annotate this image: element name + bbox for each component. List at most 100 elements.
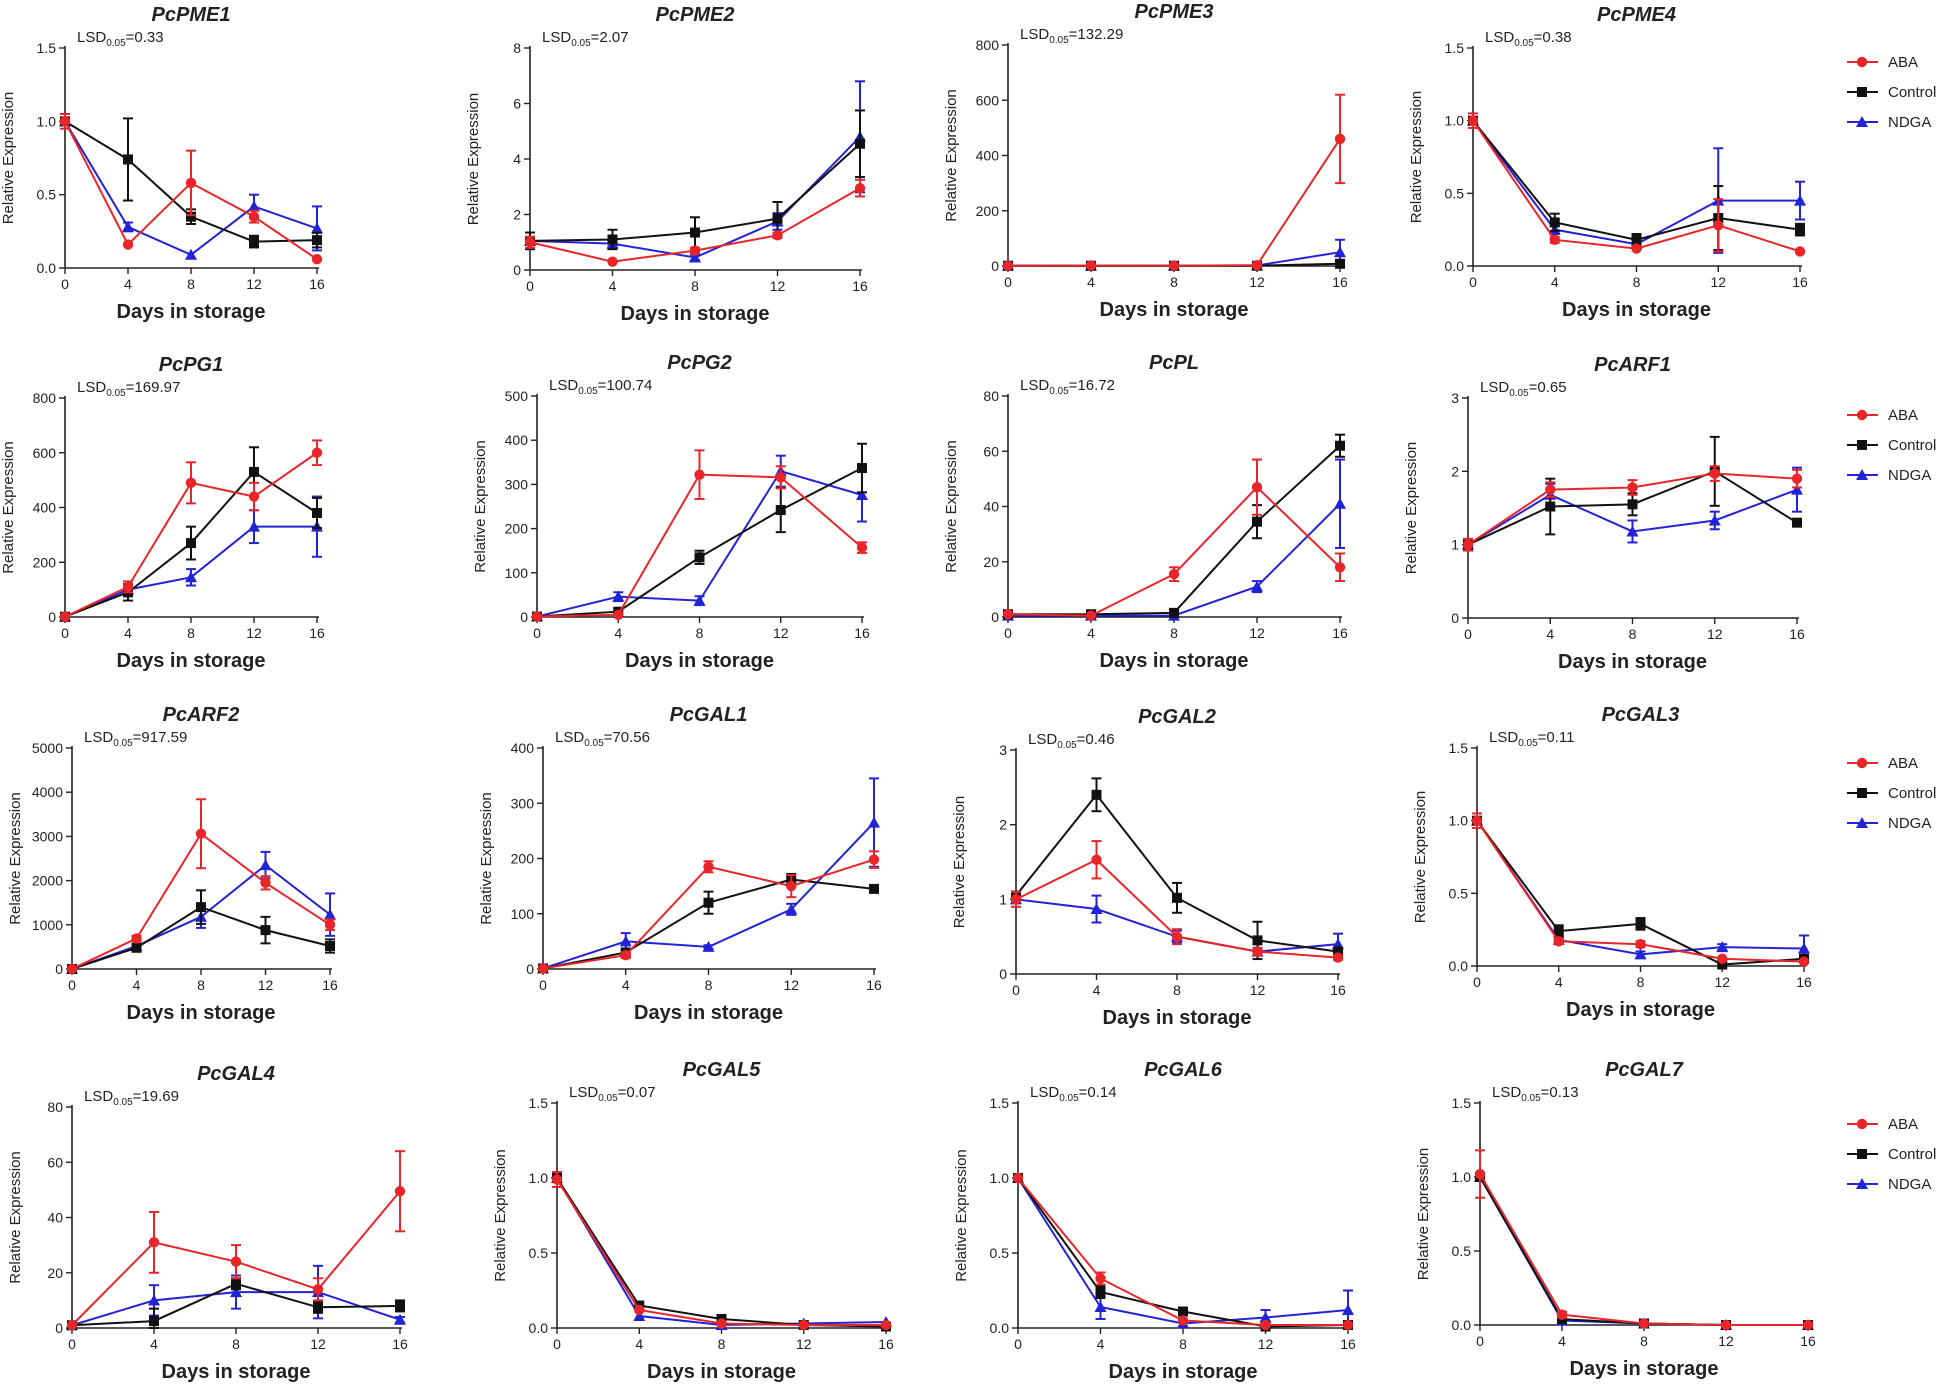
y-tick-label: 1.0 [1449, 813, 1469, 829]
panel-title: PcGAL1 [670, 704, 748, 726]
lsd-value: =132.29 [1069, 26, 1124, 43]
series-ABA [1012, 1172, 1354, 1331]
y-tick-label: 800 [976, 37, 1000, 53]
x-tick-label: 0 [533, 625, 541, 641]
data-point [1091, 854, 1102, 865]
y-tick-label: 200 [33, 554, 57, 570]
panel-PcPME2: PcPME2 LSD0.05=2.07 0 2 4 6 8 0 4 8 12 16 Days in st… [465, 4, 868, 325]
data-point [122, 220, 134, 232]
x-tick-label: 16 [866, 977, 882, 993]
lsd-value: =70.56 [604, 729, 650, 746]
x-tick-label: 4 [614, 625, 622, 641]
lsd-subscript: 0.05 [584, 738, 604, 749]
lsd-annotation: LSD0.05=0.14 [1030, 1084, 1117, 1104]
y-tick-label: 3 [999, 742, 1007, 758]
lsd-prefix: LSD [77, 379, 106, 396]
data-point [1334, 246, 1346, 258]
data-point [1002, 260, 1014, 271]
series-line [1008, 444, 1341, 616]
data-point [1553, 936, 1564, 947]
lsd-prefix: LSD [1020, 377, 1049, 394]
x-tick-label: 8 [705, 977, 713, 993]
x-axis-label: Days in storage [127, 1002, 276, 1024]
y-tick-label: 1.5 [1452, 1095, 1472, 1111]
data-point [689, 245, 701, 256]
lsd-prefix: LSD [77, 29, 106, 46]
series-ABA [1002, 93, 1346, 271]
data-point [1471, 815, 1483, 826]
x-tick-label: 16 [309, 276, 325, 292]
x-axis-label: Days in storage [1100, 299, 1249, 321]
legend-marker [1856, 116, 1868, 127]
x-tick-label: 12 [770, 278, 786, 294]
panel-PcPG2: PcPG2 LSD0.05=100.74 0 100 200 300 400 500 0 4 8 12… [472, 352, 870, 672]
data-point [1720, 1319, 1732, 1331]
x-tick-label: 12 [783, 977, 799, 993]
lsd-subscript: 0.05 [578, 386, 598, 397]
x-tick-label: 0 [553, 1336, 561, 1352]
x-tick-label: 16 [309, 625, 325, 641]
x-axis-label: Days in storage [1100, 650, 1249, 672]
data-point [59, 116, 71, 127]
series-Control [538, 872, 879, 974]
lsd-subscript: 0.05 [1049, 35, 1069, 46]
y-axis-label: Relative Expression [0, 92, 17, 225]
lsd-subscript: 0.05 [1514, 38, 1534, 49]
data-point [531, 611, 543, 622]
data-point [1638, 1318, 1650, 1329]
x-tick-label: 12 [1710, 274, 1726, 290]
x-tick-label: 4 [1087, 625, 1095, 641]
series-ABA [1467, 112, 1806, 257]
x-tick-label: 4 [124, 625, 132, 641]
x-tick-label: 12 [796, 1336, 812, 1352]
x-tick-label: 16 [322, 977, 338, 993]
panel-PcGAL1: PcGAL1 LSD0.05=70.56 0 100 200 300 400 0 4 8 12 16 D… [478, 704, 882, 1024]
legend-marker [1856, 469, 1868, 480]
y-tick-label: 1.5 [1445, 40, 1465, 56]
legend-marker [1857, 440, 1867, 450]
legend-label: ABA [1888, 407, 1918, 424]
data-point [1798, 956, 1810, 967]
data-point [1168, 568, 1180, 580]
data-point [313, 1302, 323, 1313]
data-point [248, 200, 260, 212]
y-tick-label: 1.0 [529, 1170, 549, 1186]
data-point [856, 489, 868, 501]
series-line [1017, 1177, 1348, 1326]
data-point [1332, 952, 1344, 963]
x-axis-label: Days in storage [1566, 999, 1715, 1021]
x-tick-label: 16 [1330, 982, 1346, 998]
data-point [1094, 1301, 1107, 1312]
data-point [259, 859, 272, 871]
lsd-prefix: LSD [84, 729, 113, 746]
x-tick-label: 0 [526, 278, 534, 294]
data-point [868, 854, 880, 865]
lsd-subscript: 0.05 [571, 38, 591, 49]
y-tick-label: 1.0 [1445, 113, 1465, 129]
y-tick-label: 0 [513, 262, 521, 278]
lsd-value: =0.07 [618, 1084, 656, 1101]
x-tick-label: 4 [1546, 626, 1554, 642]
series-Control [60, 116, 322, 249]
data-point [716, 1318, 727, 1329]
lsd-value: =0.11 [1538, 729, 1575, 746]
series-ABA [531, 449, 868, 622]
data-point [856, 542, 868, 553]
lsd-value: =0.46 [1077, 731, 1115, 748]
series-NDGA [1002, 458, 1346, 621]
y-tick-label: 500 [505, 388, 529, 404]
data-point [1342, 1319, 1354, 1331]
x-tick-label: 12 [246, 276, 262, 292]
data-point [122, 581, 134, 593]
data-point [1795, 224, 1805, 235]
lsd-annotation: LSD0.05=132.29 [1020, 26, 1123, 46]
y-axis-label: Relative Expression [492, 1149, 509, 1282]
y-tick-label: 1.0 [1452, 1169, 1472, 1185]
lsd-subscript: 0.05 [113, 1097, 133, 1108]
data-point [1091, 789, 1102, 800]
lsd-annotation: LSD0.05=169.97 [77, 379, 180, 399]
x-tick-label: 0 [1012, 982, 1020, 998]
data-point [786, 880, 797, 892]
data-point [551, 1174, 563, 1185]
legend-label: NDGA [1888, 467, 1931, 484]
